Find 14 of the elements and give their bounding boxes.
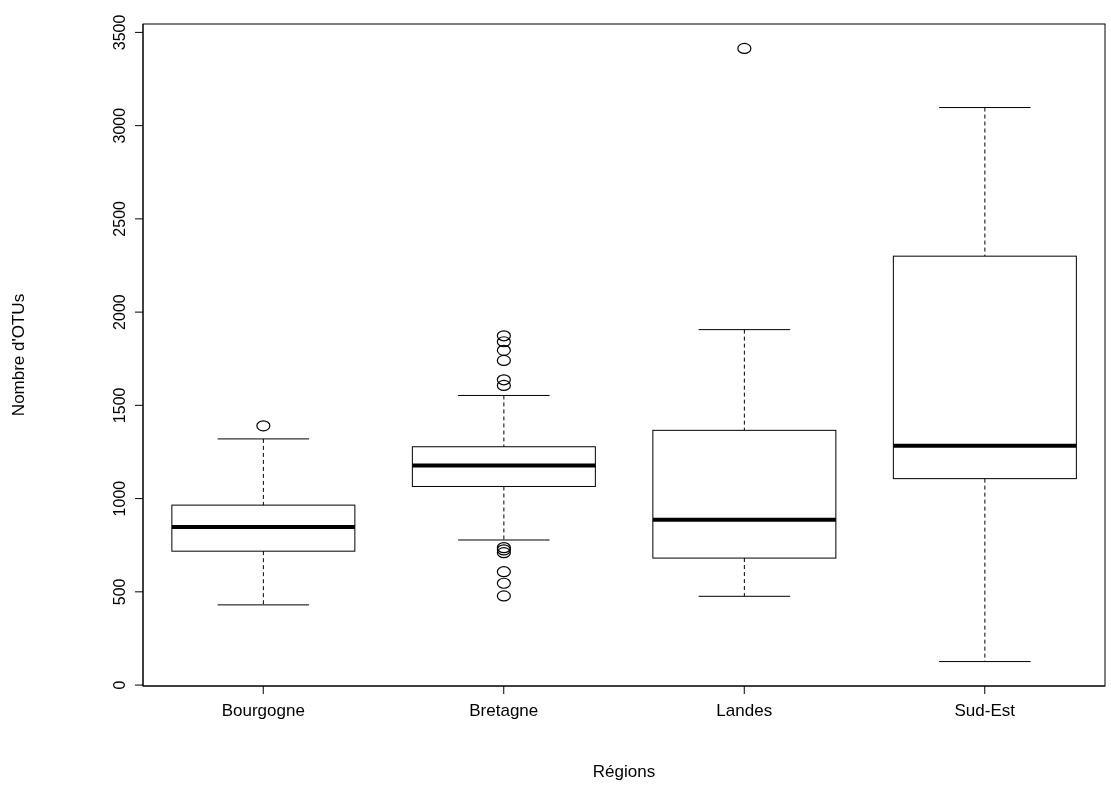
x-tick-label: Sud-Est: [954, 701, 1016, 721]
y-tick-label: 0: [111, 680, 128, 690]
y-tick-label: 2000: [111, 294, 128, 330]
x-tick-label: Bourgogne: [221, 701, 305, 721]
y-tick-label: 500: [111, 578, 128, 606]
y-tick-label: 3000: [111, 107, 128, 144]
y-tick-label: 1500: [111, 387, 128, 424]
y-tick-label: 1000: [111, 480, 128, 517]
x-tick-label: Bretagne: [469, 701, 539, 721]
y-tick-label: 3500: [111, 14, 128, 51]
y-tick-label: 2500: [111, 200, 128, 237]
x-axis-title: Régions: [592, 762, 656, 781]
x-tick-label: Landes: [716, 701, 773, 721]
y-axis-title: Nombre d'OTUs: [9, 293, 29, 417]
